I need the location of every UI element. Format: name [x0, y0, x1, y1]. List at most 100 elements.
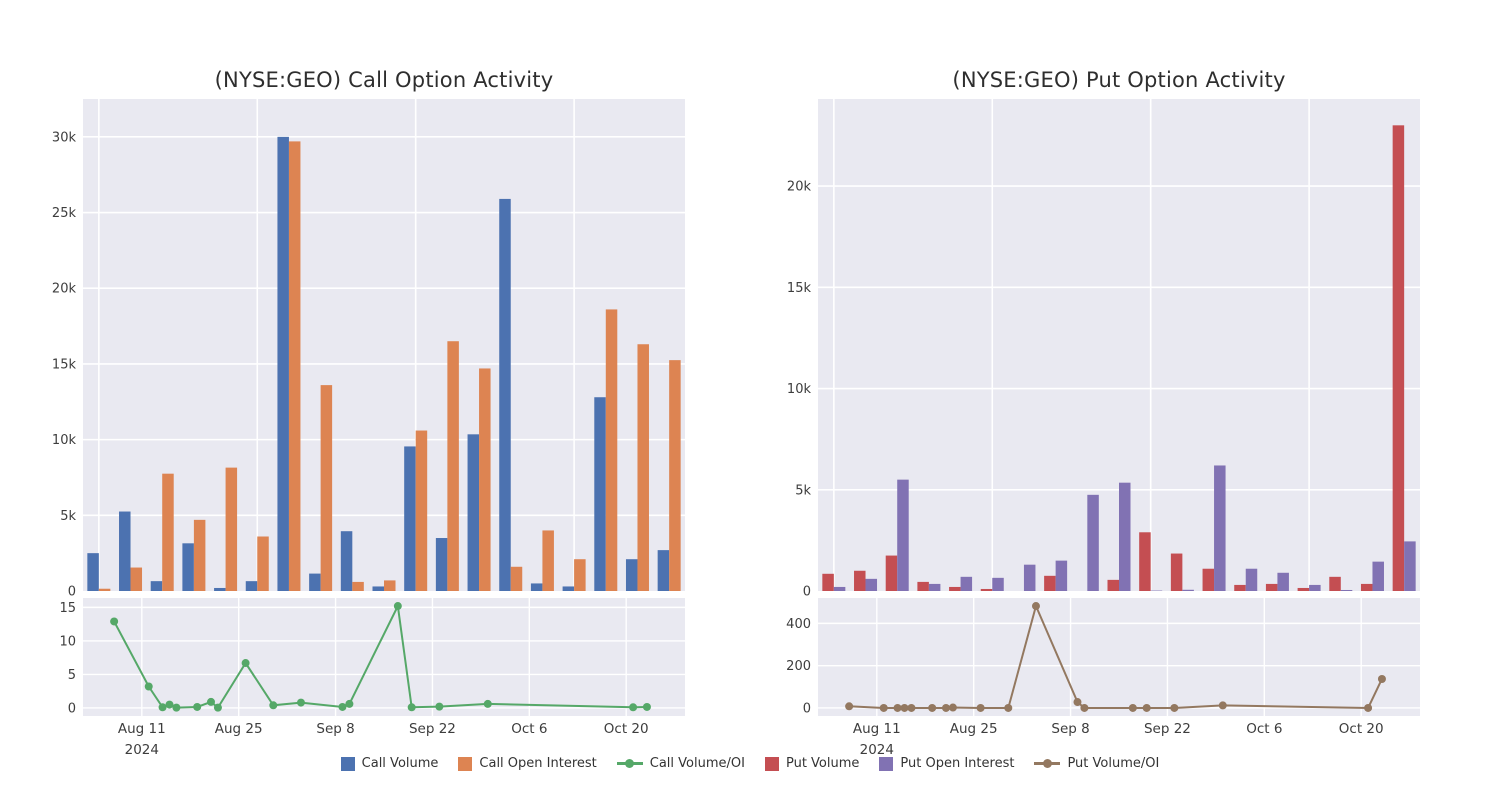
- put-volume-oi-point[interactable]: [1377, 674, 1386, 683]
- put-open-interest-bar[interactable]: [1277, 572, 1289, 591]
- put-volume-bar[interactable]: [1360, 583, 1373, 591]
- put-open-interest-bar[interactable]: [1404, 541, 1416, 591]
- call-volume-bar[interactable]: [309, 573, 321, 591]
- put-volume-bar[interactable]: [949, 586, 961, 591]
- call-volume-bar[interactable]: [467, 434, 480, 591]
- call-volume-bar[interactable]: [435, 538, 448, 591]
- call-volume-oi-point[interactable]: [435, 702, 444, 711]
- call-open-interest-bar[interactable]: [447, 341, 459, 591]
- put-volume-oi-point[interactable]: [976, 703, 985, 712]
- legend-item-call-volume[interactable]: Call Volume: [340, 756, 438, 771]
- put-volume-oi-point[interactable]: [893, 703, 902, 712]
- call-volume-oi-point[interactable]: [110, 617, 119, 626]
- put-volume-oi-point[interactable]: [1142, 703, 1151, 712]
- call-open-interest-bar[interactable]: [510, 566, 523, 591]
- call-volume-bar[interactable]: [214, 587, 226, 591]
- call-open-interest-bar[interactable]: [257, 536, 269, 591]
- put-volume-oi-point[interactable]: [1004, 703, 1013, 712]
- call-open-interest-bar[interactable]: [574, 559, 586, 591]
- legend-item-put-volume-oi[interactable]: Put Volume/OI: [1034, 756, 1159, 771]
- call-volume-oi-point[interactable]: [296, 698, 305, 707]
- call-open-interest-bar[interactable]: [352, 581, 364, 591]
- call-volume-oi-point[interactable]: [144, 682, 153, 691]
- call-volume-oi-point[interactable]: [338, 702, 347, 711]
- put-volume-oi-point[interactable]: [928, 703, 937, 712]
- legend-item-call-open-interest[interactable]: Call Open Interest: [458, 756, 597, 771]
- put-volume-bar[interactable]: [1139, 532, 1151, 591]
- call-open-interest-bar[interactable]: [384, 580, 396, 591]
- put-volume-bar[interactable]: [885, 555, 898, 591]
- put-volume-bar[interactable]: [1265, 583, 1278, 591]
- call-open-interest-bar[interactable]: [288, 141, 301, 591]
- call-volume-oi-point[interactable]: [407, 703, 416, 712]
- put-volume-oi-point[interactable]: [948, 703, 957, 712]
- call-open-interest-bar[interactable]: [605, 309, 618, 591]
- put-open-interest-bar[interactable]: [928, 583, 941, 591]
- call-open-interest-bar[interactable]: [162, 473, 174, 591]
- call-volume-bar[interactable]: [372, 586, 384, 591]
- put-open-interest-bar[interactable]: [1182, 589, 1194, 591]
- put-volume-bar[interactable]: [917, 581, 929, 591]
- call-open-interest-bar[interactable]: [225, 467, 238, 591]
- put-volume-oi-point[interactable]: [942, 703, 951, 712]
- call-open-interest-bar[interactable]: [479, 368, 491, 591]
- call-volume-bar[interactable]: [245, 581, 258, 591]
- call-volume-bar[interactable]: [657, 550, 670, 591]
- put-volume-bar[interactable]: [1107, 579, 1119, 591]
- call-volume-bar[interactable]: [625, 559, 638, 591]
- call-volume-oi-point[interactable]: [629, 703, 638, 712]
- put-open-interest-bar[interactable]: [960, 576, 973, 591]
- put-open-interest-bar[interactable]: [1023, 564, 1036, 591]
- call-open-interest-bar[interactable]: [637, 344, 649, 591]
- call-volume-oi-point[interactable]: [193, 702, 202, 711]
- call-open-interest-bar[interactable]: [130, 567, 143, 591]
- call-open-interest-bar[interactable]: [542, 530, 554, 591]
- legend-item-put-open-interest[interactable]: Put Open Interest: [879, 756, 1014, 771]
- put-volume-oi-point[interactable]: [1218, 701, 1227, 710]
- call-volume-bar[interactable]: [499, 198, 511, 591]
- call-volume-bar[interactable]: [87, 553, 99, 591]
- put-open-interest-bar[interactable]: [1372, 561, 1384, 591]
- put-volume-oi-point[interactable]: [1170, 703, 1179, 712]
- call-volume-bar[interactable]: [150, 581, 163, 591]
- call-volume-oi-point[interactable]: [207, 697, 216, 706]
- call-open-interest-bar[interactable]: [193, 519, 206, 591]
- legend-item-put-volume[interactable]: Put Volume: [764, 756, 859, 771]
- call-volume-oi-point[interactable]: [158, 703, 167, 712]
- call-open-interest-bar[interactable]: [415, 430, 428, 591]
- put-volume-oi-point[interactable]: [879, 703, 888, 712]
- call-volume-bar[interactable]: [277, 136, 289, 591]
- call-volume-bar[interactable]: [340, 531, 353, 591]
- call-volume-oi-point[interactable]: [345, 699, 354, 708]
- call-open-interest-bar[interactable]: [320, 385, 333, 591]
- put-open-interest-bar[interactable]: [1340, 589, 1353, 591]
- put-open-interest-bar[interactable]: [897, 479, 909, 591]
- put-open-interest-bar[interactable]: [1309, 584, 1321, 591]
- put-volume-bar[interactable]: [854, 570, 866, 591]
- put-open-interest-bar[interactable]: [1087, 494, 1099, 591]
- call-volume-oi-point[interactable]: [172, 703, 181, 712]
- put-open-interest-bar[interactable]: [833, 586, 846, 591]
- call-volume-bar[interactable]: [119, 511, 131, 591]
- put-volume-oi-point[interactable]: [907, 703, 916, 712]
- put-volume-bar[interactable]: [1170, 553, 1183, 591]
- put-volume-oi-point[interactable]: [1031, 602, 1040, 611]
- legend-item-call-volume-oi[interactable]: Call Volume/OI: [616, 756, 745, 771]
- put-volume-bar[interactable]: [1202, 568, 1215, 591]
- put-volume-oi-point[interactable]: [900, 703, 909, 712]
- call-open-interest-bar[interactable]: [98, 588, 111, 591]
- call-volume-bar[interactable]: [182, 543, 194, 591]
- put-volume-oi-point[interactable]: [1073, 698, 1082, 707]
- put-open-interest-bar[interactable]: [992, 577, 1004, 591]
- put-volume-bar[interactable]: [1297, 587, 1310, 591]
- put-open-interest-bar[interactable]: [1055, 560, 1068, 591]
- call-volume-oi-point[interactable]: [642, 702, 651, 711]
- put-volume-bar[interactable]: [1329, 576, 1341, 591]
- put-volume-oi-point[interactable]: [1080, 703, 1089, 712]
- put-volume-bar[interactable]: [822, 573, 834, 591]
- put-volume-bar[interactable]: [1044, 575, 1056, 591]
- put-volume-oi-point[interactable]: [1128, 703, 1137, 712]
- call-volume-bar[interactable]: [530, 583, 543, 591]
- call-volume-oi-point[interactable]: [393, 602, 402, 611]
- call-volume-bar[interactable]: [562, 586, 575, 591]
